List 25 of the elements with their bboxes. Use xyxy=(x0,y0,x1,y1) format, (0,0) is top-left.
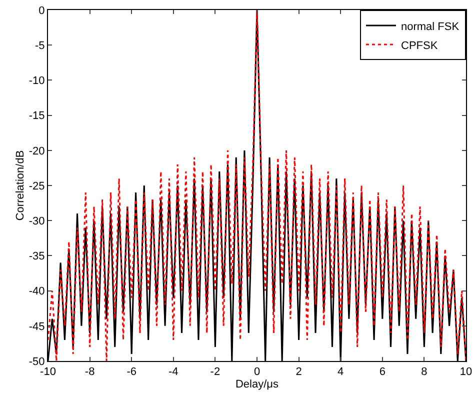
y-tick-label: -50 xyxy=(28,356,45,368)
y-tick-label: -5 xyxy=(35,40,45,52)
x-tick-label: -2 xyxy=(210,366,220,378)
x-axis-title: Delay/μs xyxy=(235,378,279,390)
x-tick-label: 0 xyxy=(254,366,260,378)
x-tick-label: 4 xyxy=(338,366,344,378)
y-tick-label: -10 xyxy=(28,75,45,88)
x-tick-label: -8 xyxy=(84,366,95,378)
y-tick-label: -35 xyxy=(28,250,45,263)
y-tick-label: -15 xyxy=(28,110,45,122)
y-tick-label: -20 xyxy=(28,145,45,158)
legend-label: CPFSK xyxy=(401,40,438,52)
x-tick-label: -4 xyxy=(168,366,178,378)
y-tick-label: -40 xyxy=(28,286,45,298)
y-tick-label: -45 xyxy=(28,320,45,333)
x-tick-label: 8 xyxy=(421,366,428,378)
x-tick-label: 10 xyxy=(460,366,472,378)
x-tick-label: 6 xyxy=(379,366,386,378)
y-tick-label: -30 xyxy=(28,215,45,228)
legend-label: normal FSK xyxy=(401,20,460,33)
y-axis-title: Correlation/dB xyxy=(14,150,27,221)
y-tick-label: -25 xyxy=(28,180,45,192)
x-tick-label: -6 xyxy=(126,366,136,378)
x-tick-label: 2 xyxy=(296,366,302,378)
y-tick-label: 0 xyxy=(38,4,45,17)
